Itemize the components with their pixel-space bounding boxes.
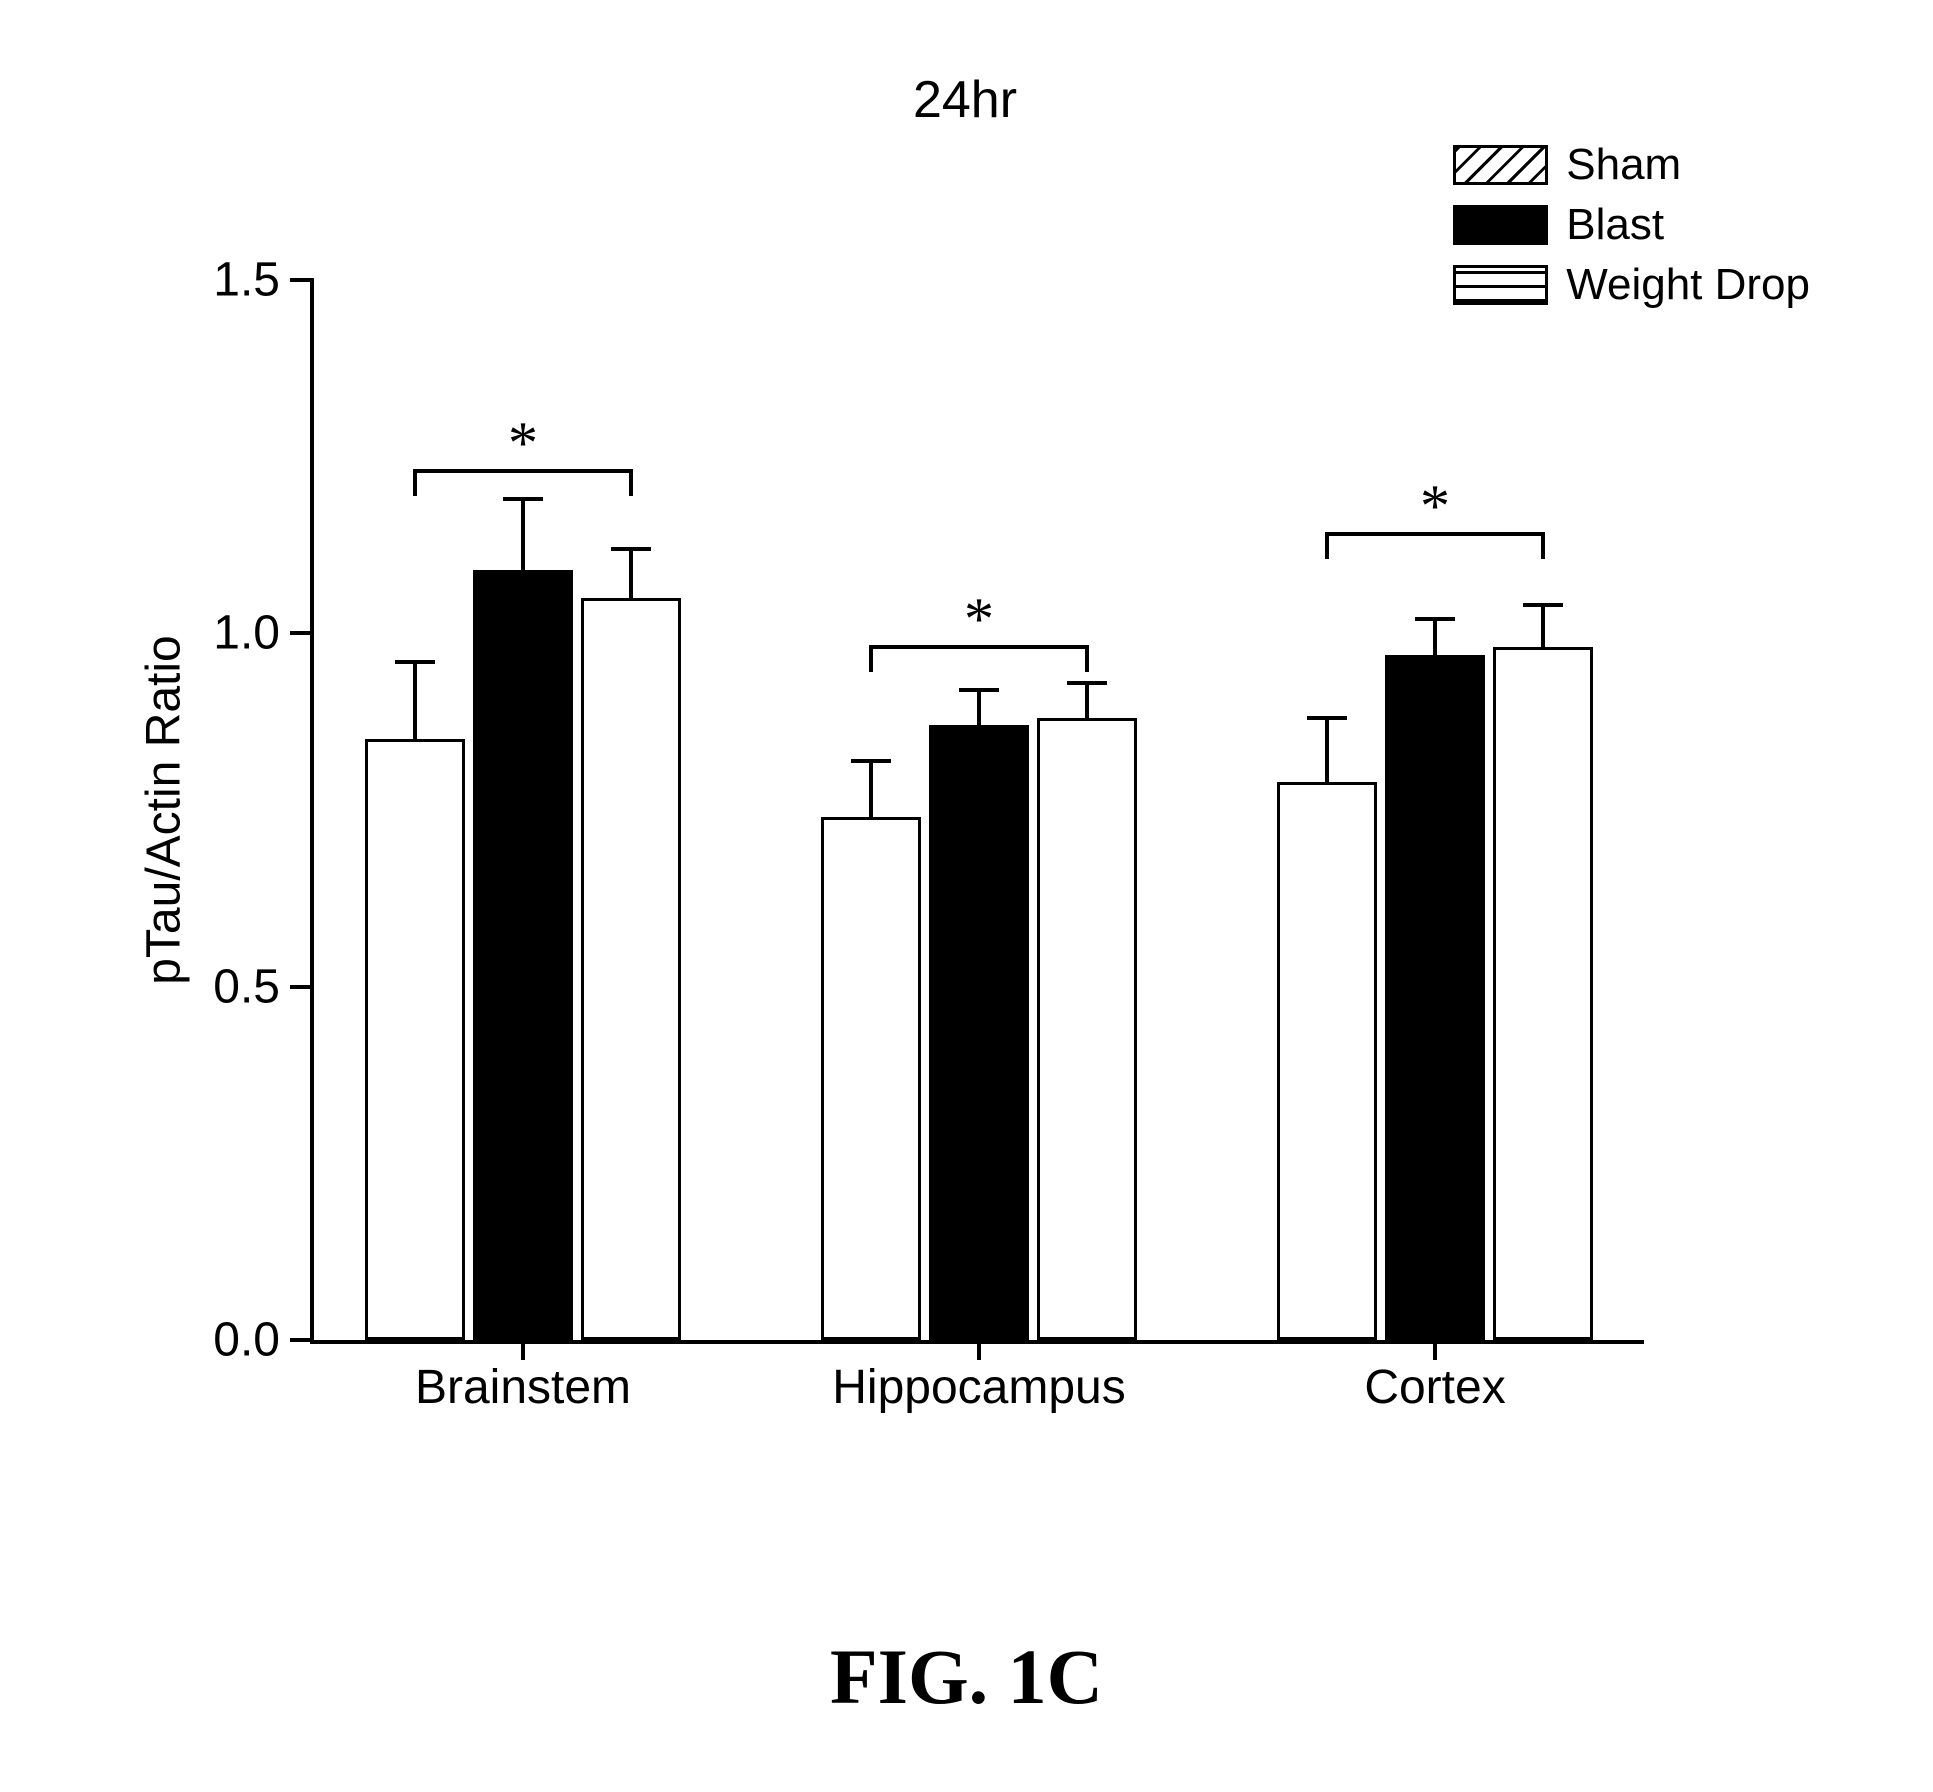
error-cap xyxy=(959,688,999,692)
y-tick xyxy=(290,631,314,635)
y-tick-label: 0.5 xyxy=(213,959,280,1014)
error-stem xyxy=(1541,605,1545,647)
legend-label-blast: Blast xyxy=(1566,200,1664,250)
chart-container: 24hr Sham Blast Weight Drop pTau/Actin R… xyxy=(140,70,1790,1540)
bar-sham-2 xyxy=(1277,782,1377,1340)
bar-blast-2 xyxy=(1385,655,1485,1340)
chart-title: 24hr xyxy=(140,70,1790,130)
legend-label-sham: Sham xyxy=(1566,140,1681,190)
plot-area: pTau/Actin Ratio 0.00.51.01.5BrainstemHi… xyxy=(310,280,1644,1344)
page-root: 24hr Sham Blast Weight Drop pTau/Actin R… xyxy=(0,0,1933,1792)
error-cap xyxy=(395,660,435,664)
error-stem xyxy=(1325,718,1329,782)
error-stem xyxy=(629,549,633,598)
x-tick xyxy=(977,1340,981,1360)
x-tick xyxy=(521,1340,525,1360)
sig-bracket-left xyxy=(1325,534,1329,559)
legend-item-sham: Sham xyxy=(1453,140,1810,190)
bar-blast-1 xyxy=(929,725,1029,1340)
sig-bracket-left xyxy=(413,471,417,496)
sig-star: * xyxy=(508,409,538,478)
bar-blast-0 xyxy=(473,570,573,1340)
error-stem xyxy=(413,662,417,740)
x-category-label: Brainstem xyxy=(415,1360,631,1415)
error-cap xyxy=(1067,681,1107,685)
legend-swatch-sham xyxy=(1453,145,1548,185)
x-category-label: Hippocampus xyxy=(832,1360,1125,1415)
sig-bracket-right xyxy=(629,471,633,496)
bar-sham-1 xyxy=(821,817,921,1340)
bar-wd-0 xyxy=(581,598,681,1340)
error-stem xyxy=(521,499,525,570)
error-cap xyxy=(851,759,891,763)
sig-bracket-right xyxy=(1085,647,1089,672)
error-stem xyxy=(869,761,873,818)
error-stem xyxy=(977,690,981,725)
error-cap xyxy=(611,547,651,551)
sig-star: * xyxy=(1420,472,1450,541)
error-stem xyxy=(1433,619,1437,654)
bar-sham-0 xyxy=(365,739,465,1340)
bar-wd-1 xyxy=(1037,718,1137,1340)
y-tick-label: 1.0 xyxy=(213,606,280,661)
x-category-label: Cortex xyxy=(1364,1360,1505,1415)
y-tick xyxy=(290,278,314,282)
error-cap xyxy=(1415,617,1455,621)
sig-bracket-left xyxy=(869,647,873,672)
error-cap xyxy=(1523,603,1563,607)
x-tick xyxy=(1433,1340,1437,1360)
error-cap xyxy=(503,497,543,501)
bar-wd-2 xyxy=(1493,647,1593,1340)
error-cap xyxy=(1307,716,1347,720)
y-axis-label: pTau/Actin Ratio xyxy=(137,635,192,985)
y-tick xyxy=(290,1338,314,1342)
y-tick-label: 0.0 xyxy=(213,1313,280,1368)
figure-caption: FIG. 1C xyxy=(0,1632,1933,1722)
y-tick xyxy=(290,985,314,989)
legend-swatch-blast xyxy=(1453,205,1548,245)
legend-item-blast: Blast xyxy=(1453,200,1810,250)
error-stem xyxy=(1085,683,1089,718)
sig-star: * xyxy=(964,585,994,654)
y-tick-label: 1.5 xyxy=(213,253,280,308)
sig-bracket-right xyxy=(1541,534,1545,559)
